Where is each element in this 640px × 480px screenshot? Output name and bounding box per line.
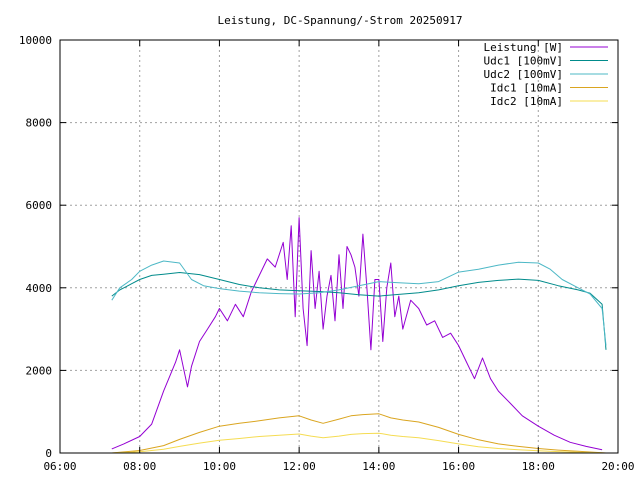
legend-label-udc2-100mv: Udc2 [100mV] bbox=[484, 68, 563, 81]
legend-label-udc1-100mv: Udc1 [100mV] bbox=[484, 55, 563, 68]
y-tick-label: 10000 bbox=[19, 34, 52, 47]
series-line-leistung-w bbox=[111, 217, 603, 451]
series-lines bbox=[111, 217, 607, 454]
legend: Leistung [W]Udc1 [100mV]Udc2 [100mV]Idc1… bbox=[484, 41, 608, 108]
x-tick-label: 12:00 bbox=[283, 460, 316, 473]
x-tick-label: 06:00 bbox=[43, 460, 76, 473]
series-line-idc2-10ma bbox=[111, 432, 607, 454]
series-line-udc1-100mv bbox=[111, 272, 607, 350]
y-tick-label: 0 bbox=[45, 447, 52, 460]
x-tick-label: 20:00 bbox=[601, 460, 634, 473]
x-tick-label: 10:00 bbox=[203, 460, 236, 473]
legend-label-idc1-10ma: Idc1 [10mA] bbox=[490, 82, 563, 95]
x-tick-label: 14:00 bbox=[362, 460, 395, 473]
x-tick-label: 18:00 bbox=[522, 460, 555, 473]
y-tick-label: 2000 bbox=[26, 364, 53, 377]
chart-title: Leistung, DC-Spannung/-Strom 20250917 bbox=[217, 14, 462, 27]
x-tick-label: 16:00 bbox=[442, 460, 475, 473]
series-line-idc1-10ma bbox=[111, 413, 607, 454]
plot-frame bbox=[59, 39, 619, 454]
series-line-udc2-100mv bbox=[111, 260, 607, 346]
y-tick-label: 4000 bbox=[26, 282, 53, 295]
axis-ticks: 06:00 08:00 10:00 12:00 14:00 16:00 18:00 20:00… bbox=[19, 34, 635, 473]
legend-label-leistung-w: Leistung [W] bbox=[484, 41, 563, 54]
grid-lines bbox=[60, 40, 618, 453]
y-tick-label: 6000 bbox=[26, 199, 53, 212]
x-tick-label: 08:00 bbox=[123, 460, 156, 473]
legend-label-idc2-10ma: Idc2 [10mA] bbox=[490, 95, 563, 108]
y-tick-label: 8000 bbox=[26, 117, 53, 130]
